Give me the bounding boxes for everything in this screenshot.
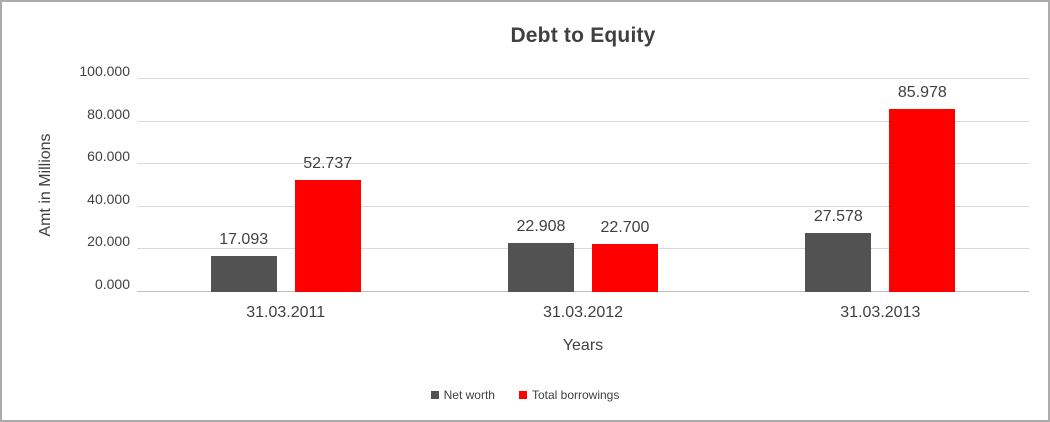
y-tick-label: 0.000 xyxy=(94,276,130,292)
x-tick-label: 31.03.2011 xyxy=(246,304,326,321)
x-axis-title: Years xyxy=(562,337,604,354)
y-tick-label: 60.000 xyxy=(87,148,130,164)
bar-wrap: 22.700 xyxy=(591,219,658,292)
y-tick-label: 100.000 xyxy=(79,63,130,79)
bar-value-label: 27.578 xyxy=(813,208,863,225)
bar-value-label: 52.737 xyxy=(303,155,353,172)
bar-wrap: 52.737 xyxy=(294,155,361,292)
gridline xyxy=(137,121,1029,122)
bar-total-borrowings[interactable] xyxy=(591,244,658,292)
bar-net-worth[interactable] xyxy=(805,233,872,292)
bar-total-borrowings[interactable] xyxy=(889,109,956,292)
bar-value-label: 17.093 xyxy=(219,231,269,248)
bar-group-31.03.2011: 17.093 52.737 xyxy=(137,79,434,292)
legend-label: Total borrowings xyxy=(531,388,620,402)
gridline xyxy=(137,78,1029,79)
bar-wrap: 17.093 xyxy=(210,231,277,292)
x-tick-label: 31.03.2013 xyxy=(840,304,921,321)
legend-item-total-borrowings: Total borrowings xyxy=(518,388,620,402)
gridline xyxy=(137,163,1029,164)
x-axis-tick-labels: 31.03.2011 31.03.2012 31.03.2013 xyxy=(137,304,1029,322)
gridline xyxy=(137,248,1029,249)
bar-value-label: 22.908 xyxy=(516,218,566,235)
legend-label: Net worth xyxy=(443,388,495,402)
plot-area xyxy=(137,78,1029,292)
bar-wrap: 22.908 xyxy=(507,218,574,292)
bar-total-borrowings[interactable] xyxy=(294,180,361,292)
bar-wrap: 85.978 xyxy=(889,84,956,292)
y-tick-label: 80.000 xyxy=(87,106,130,122)
bar-groups: 17.093 52.737 22.908 22.700 27.578 85.978 xyxy=(137,79,1029,292)
bar-net-worth[interactable] xyxy=(210,256,277,292)
y-tick-label: 20.000 xyxy=(87,233,130,249)
legend-swatch-icon xyxy=(430,391,439,399)
legend: Net worth Total borrowings xyxy=(2,388,1048,402)
x-axis-line xyxy=(137,291,1029,292)
bar-value-label: 85.978 xyxy=(897,84,947,101)
legend-swatch-icon xyxy=(518,391,527,399)
bar-group-31.03.2012: 22.908 22.700 xyxy=(434,79,731,292)
gridline xyxy=(137,206,1029,207)
bar-group-31.03.2013: 27.578 85.978 xyxy=(732,79,1029,292)
bar-net-worth[interactable] xyxy=(507,243,574,292)
bar-value-label: 22.700 xyxy=(600,219,650,236)
bar-wrap: 27.578 xyxy=(805,208,872,292)
y-axis-tick-labels: 0.000 20.000 40.000 60.000 80.000 100.000 xyxy=(2,63,130,292)
chart-title: Debt to Equity xyxy=(510,24,656,47)
legend-item-net-worth: Net worth xyxy=(430,388,495,402)
x-tick-label: 31.03.2012 xyxy=(542,304,624,321)
y-tick-label: 40.000 xyxy=(87,191,130,207)
